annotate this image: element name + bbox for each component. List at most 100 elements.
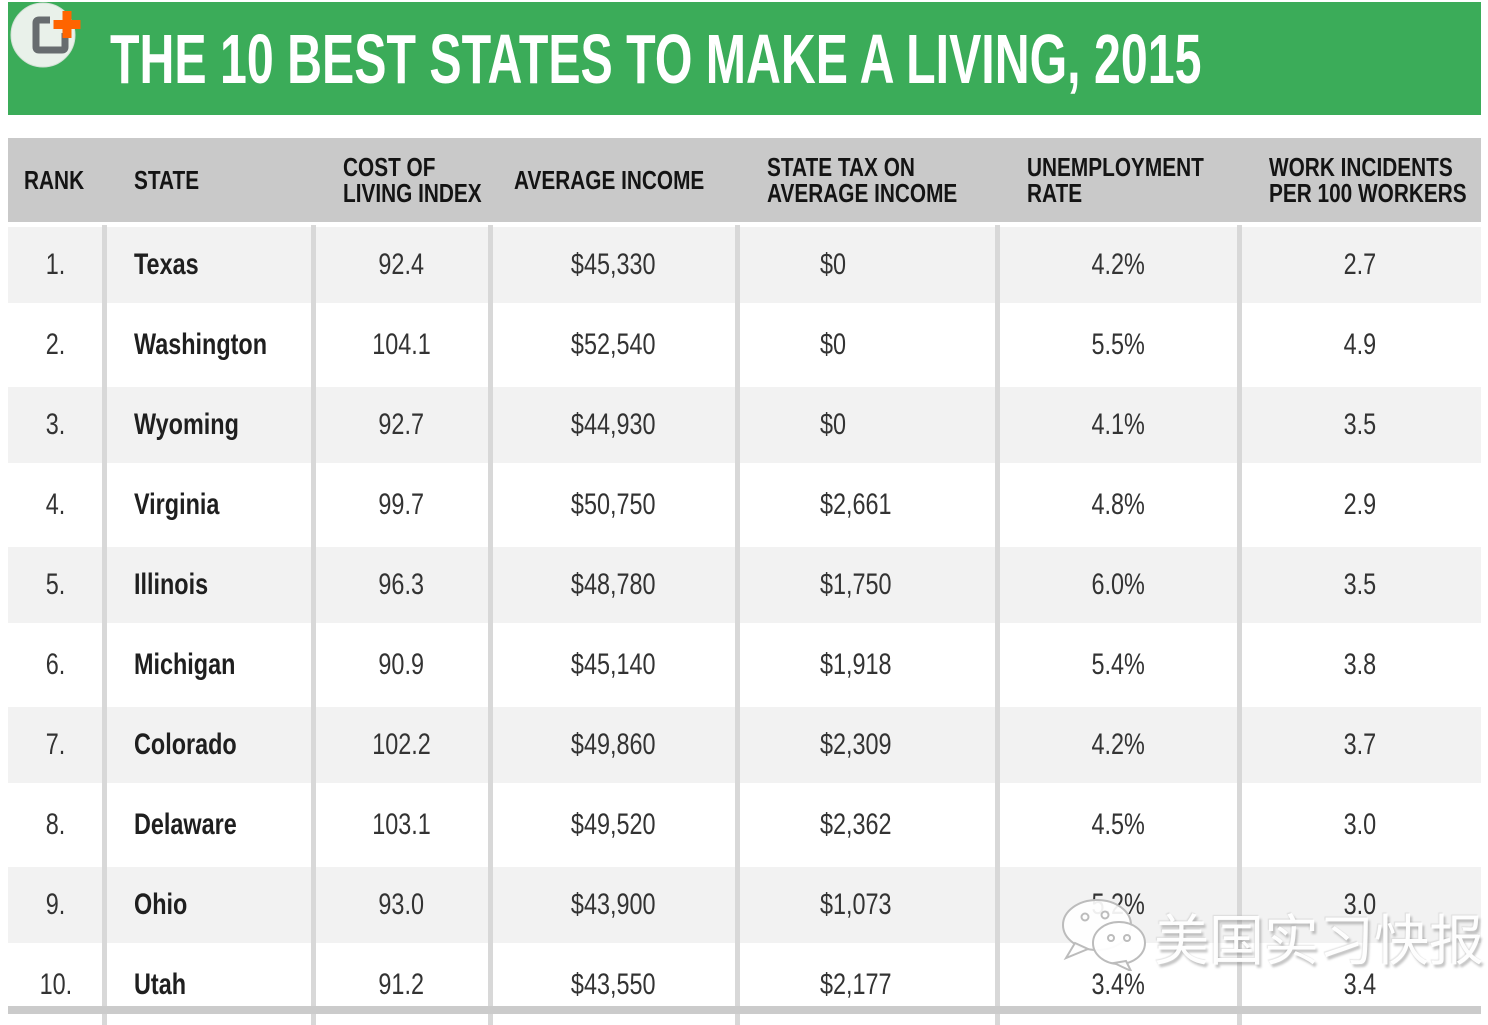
cell-rank: 8. <box>46 808 66 841</box>
column-header-tax: STATE TAX ON AVERAGE INCOME <box>767 151 958 208</box>
cell-rank: 4. <box>46 488 66 521</box>
table-row-virginia: 4. Virginia 99.7 $50,750 $2,661 4.8% 2.9 <box>8 465 1481 545</box>
cell-income: $49,520 <box>571 808 656 841</box>
cell-income: $45,330 <box>571 248 656 281</box>
table-row-washington: 2. Washington 104.1 $52,540 $0 5.5% 4.9 <box>8 305 1481 385</box>
cell-income: $49,860 <box>571 728 656 761</box>
column-header-state: STATE <box>134 164 200 195</box>
column-header-unemployment: UNEMPLOYMENT RATE <box>1027 151 1204 208</box>
cell-incidents: 4.9 <box>1343 328 1377 361</box>
cell-unemployment: 4.5% <box>1091 808 1145 841</box>
cell-cost: 102.2 <box>372 728 431 761</box>
cell-incidents: 3.0 <box>1343 888 1377 921</box>
cell-rank: 2. <box>46 328 66 361</box>
column-header-income: AVERAGE INCOME <box>514 164 705 195</box>
cell-incidents: 3.7 <box>1343 728 1377 761</box>
cell-tax: $1,073 <box>820 888 892 921</box>
cell-tax: $2,309 <box>820 728 892 761</box>
cell-tax: $2,177 <box>820 968 892 1001</box>
cell-cost: 93.0 <box>378 888 425 921</box>
column-header-cost: COST OF LIVING INDEX <box>343 151 482 208</box>
cell-rank: 7. <box>46 728 66 761</box>
cell-unemployment: 6.0% <box>1091 568 1145 601</box>
cell-rank: 9. <box>46 888 66 921</box>
cell-income: $52,540 <box>571 328 656 361</box>
cell-tax: $2,362 <box>820 808 892 841</box>
cell-tax: $0 <box>820 408 847 441</box>
bottom-strip <box>8 1006 1481 1014</box>
cell-incidents: 3.5 <box>1343 568 1377 601</box>
column-header-rank: RANK <box>24 164 85 195</box>
watermark: 美国实习快报 <box>1060 896 1484 976</box>
cell-rank: 6. <box>46 648 66 681</box>
table-header-row: RANK STATE COST OF LIVING INDEX AVERAGE INC… <box>8 138 1481 222</box>
cell-cost: 90.9 <box>378 648 425 681</box>
cell-tax: $0 <box>820 248 847 281</box>
cell-income: $44,930 <box>571 408 656 441</box>
column-separator <box>1237 225 1242 1025</box>
cell-cost: 91.2 <box>378 968 425 1001</box>
cell-unemployment: 5.5% <box>1091 328 1145 361</box>
column-separator <box>311 225 316 1025</box>
cell-cost: 103.1 <box>372 808 431 841</box>
cell-cost: 96.3 <box>378 568 425 601</box>
cell-state: Texas <box>134 248 199 281</box>
cell-cost: 92.7 <box>378 408 425 441</box>
column-separator <box>102 225 107 1025</box>
column-separator <box>735 225 740 1025</box>
table-row-illinois: 5. Illinois 96.3 $48,780 $1,750 6.0% 3.5 <box>8 545 1481 625</box>
cell-incidents: 3.5 <box>1343 408 1377 441</box>
cell-state: Virginia <box>134 488 220 521</box>
cell-unemployment: 4.8% <box>1091 488 1145 521</box>
cell-tax: $1,918 <box>820 648 892 681</box>
cell-unemployment: 3.4% <box>1091 968 1145 1001</box>
cell-unemployment: 5.4% <box>1091 648 1145 681</box>
cell-incidents: 2.9 <box>1343 488 1377 521</box>
cell-state: Washington <box>134 328 268 361</box>
cell-cost: 104.1 <box>372 328 431 361</box>
cell-income: $45,140 <box>571 648 656 681</box>
cell-incidents: 3.0 <box>1343 808 1377 841</box>
crop-plus-logo-icon <box>10 2 82 68</box>
page-title: THE 10 BEST STATES TO MAKE A LIVING, 201… <box>110 19 1202 98</box>
cell-cost: 92.4 <box>378 248 425 281</box>
cell-state: Michigan <box>134 648 236 681</box>
cell-state: Wyoming <box>134 408 239 441</box>
cell-income: $43,900 <box>571 888 656 921</box>
table-row-colorado: 7. Colorado 102.2 $49,860 $2,309 4.2% 3.7 <box>8 705 1481 785</box>
cell-rank: 10. <box>39 968 73 1001</box>
column-separator <box>995 225 1000 1025</box>
cell-income: $43,550 <box>571 968 656 1001</box>
cell-state: Ohio <box>134 888 188 921</box>
cell-unemployment: 4.2% <box>1091 728 1145 761</box>
cell-cost: 99.7 <box>378 488 425 521</box>
cell-incidents: 3.4 <box>1343 968 1377 1001</box>
cell-incidents: 3.8 <box>1343 648 1377 681</box>
cell-income: $48,780 <box>571 568 656 601</box>
wechat-icon <box>1060 897 1150 976</box>
cell-rank: 3. <box>46 408 66 441</box>
cell-tax: $1,750 <box>820 568 892 601</box>
cell-income: $50,750 <box>571 488 656 521</box>
column-separator <box>488 225 493 1025</box>
cell-incidents: 2.7 <box>1343 248 1377 281</box>
cell-unemployment: 4.1% <box>1091 408 1145 441</box>
table-row-texas: 1. Texas 92.4 $45,330 $0 4.2% 2.7 <box>8 225 1481 305</box>
cell-rank: 1. <box>46 248 66 281</box>
cell-unemployment: 4.2% <box>1091 248 1145 281</box>
cell-tax: $0 <box>820 328 847 361</box>
table-row-wyoming: 3. Wyoming 92.7 $44,930 $0 4.1% 3.5 <box>8 385 1481 465</box>
cell-rank: 5. <box>46 568 66 601</box>
cell-tax: $2,661 <box>820 488 892 521</box>
column-header-incidents: WORK INCIDENTS PER 100 WORKERS <box>1269 151 1467 208</box>
cell-state: Illinois <box>134 568 209 601</box>
cell-state: Utah <box>134 968 187 1001</box>
table-row-delaware: 8. Delaware 103.1 $49,520 $2,362 4.5% 3.0 <box>8 785 1481 865</box>
title-bar: THE 10 BEST STATES TO MAKE A LIVING, 201… <box>8 2 1481 115</box>
table-row-michigan: 6. Michigan 90.9 $45,140 $1,918 5.4% 3.8 <box>8 625 1481 705</box>
cell-state: Colorado <box>134 728 237 761</box>
watermark-text: 美国实习快报 <box>1154 910 1485 972</box>
cell-state: Delaware <box>134 808 237 841</box>
